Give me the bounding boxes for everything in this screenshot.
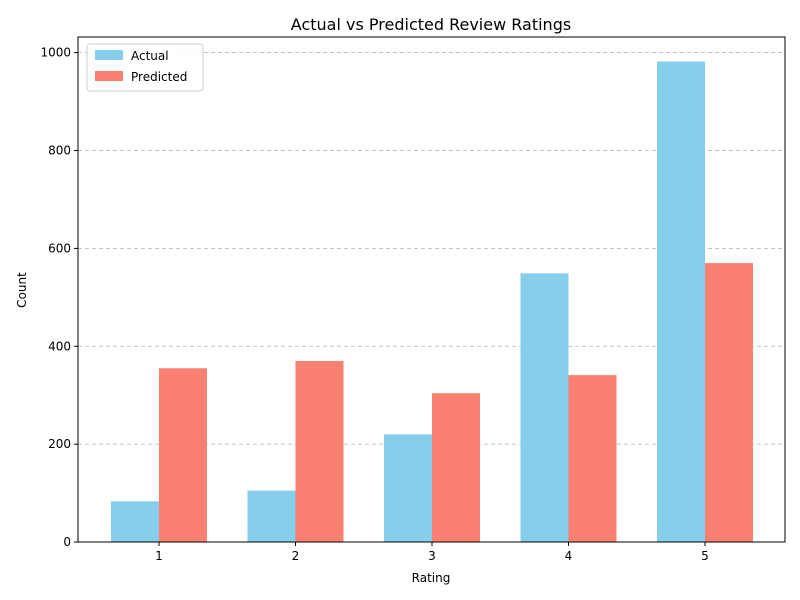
- legend-label-actual: Actual: [131, 49, 169, 63]
- legend-swatch-actual: [95, 50, 123, 60]
- bar-actual-4: [520, 273, 569, 542]
- bar-actual-2: [247, 490, 296, 542]
- y-tick-label: 400: [48, 339, 71, 353]
- legend-swatch-predicted: [95, 71, 123, 81]
- y-axis-ticks: 0 200 400 600 800 1000: [40, 46, 78, 549]
- y-tick-label: 200: [48, 437, 71, 451]
- bar-predicted-2: [295, 360, 344, 542]
- y-tick-label: 800: [48, 144, 71, 158]
- chart-title: Actual vs Predicted Review Ratings: [291, 15, 571, 34]
- x-tick-label: 1: [155, 549, 163, 563]
- legend: Actual Predicted: [86, 43, 204, 92]
- bar-predicted-4: [568, 375, 617, 542]
- y-axis-label: Count: [15, 272, 29, 308]
- y-tick-label: 0: [63, 535, 71, 549]
- y-tick-label: 600: [48, 241, 71, 255]
- bar-predicted-1: [159, 368, 207, 542]
- bar-predicted-3: [432, 393, 480, 542]
- legend-label-predicted: Predicted: [131, 70, 187, 84]
- x-tick-label: 4: [565, 549, 573, 563]
- x-axis-label: Rating: [412, 571, 451, 585]
- bar-actual-3: [384, 434, 432, 542]
- bar-predicted-5: [705, 263, 753, 542]
- x-tick-label: 5: [701, 549, 709, 563]
- bars: [111, 61, 753, 543]
- bar-actual-1: [111, 501, 159, 542]
- bar-actual-5: [657, 61, 705, 543]
- x-tick-label: 2: [292, 549, 300, 563]
- x-axis-ticks: 1 2 3 4 5: [155, 542, 709, 563]
- y-tick-label: 1000: [40, 46, 71, 60]
- x-tick-label: 3: [428, 549, 436, 563]
